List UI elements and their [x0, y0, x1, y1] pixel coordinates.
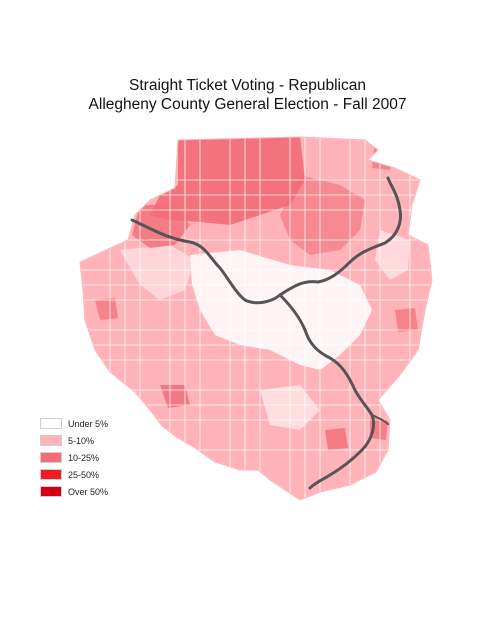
- legend-swatch-25-50: [40, 469, 62, 480]
- legend-item: 10-25%: [40, 449, 108, 466]
- southwest-patch: [160, 385, 190, 408]
- legend-swatch-under-5: [40, 418, 62, 429]
- legend: Under 5% 5-10% 10-25% 25-50% Over 50%: [40, 415, 108, 500]
- northeast-patch: [372, 140, 395, 170]
- east-patch: [395, 308, 418, 332]
- legend-item: Over 50%: [40, 483, 108, 500]
- north-high-region: [150, 137, 305, 225]
- west-white-region: [120, 245, 195, 300]
- legend-label: 5-10%: [68, 435, 95, 446]
- legend-item: 25-50%: [40, 466, 108, 483]
- legend-label: Under 5%: [68, 418, 109, 429]
- monongahela-river: [278, 293, 376, 490]
- county-outline: [79, 136, 433, 501]
- map-subtitle: Allegheny County General Election - Fall…: [88, 96, 407, 113]
- ohio-river: [130, 218, 282, 305]
- legend-label: 25-50%: [68, 469, 100, 480]
- map-title: Straight Ticket Voting - Republican: [129, 77, 366, 94]
- legend-item: 5-10%: [40, 432, 108, 449]
- legend-label: 10-25%: [68, 452, 100, 463]
- legend-label: Over 50%: [68, 486, 109, 497]
- rivers: [130, 176, 402, 490]
- legend-swatch-over-50: [40, 486, 62, 497]
- allegheny-river: [278, 176, 402, 297]
- west-patch: [95, 298, 118, 320]
- south-patch-1: [325, 428, 348, 450]
- municipal-boundaries: [80, 137, 432, 500]
- youghiogheny-branch: [371, 414, 389, 425]
- legend-item: Under 5%: [40, 415, 108, 432]
- legend-swatch-10-25: [40, 452, 62, 463]
- legend-swatch-5-10: [40, 435, 62, 446]
